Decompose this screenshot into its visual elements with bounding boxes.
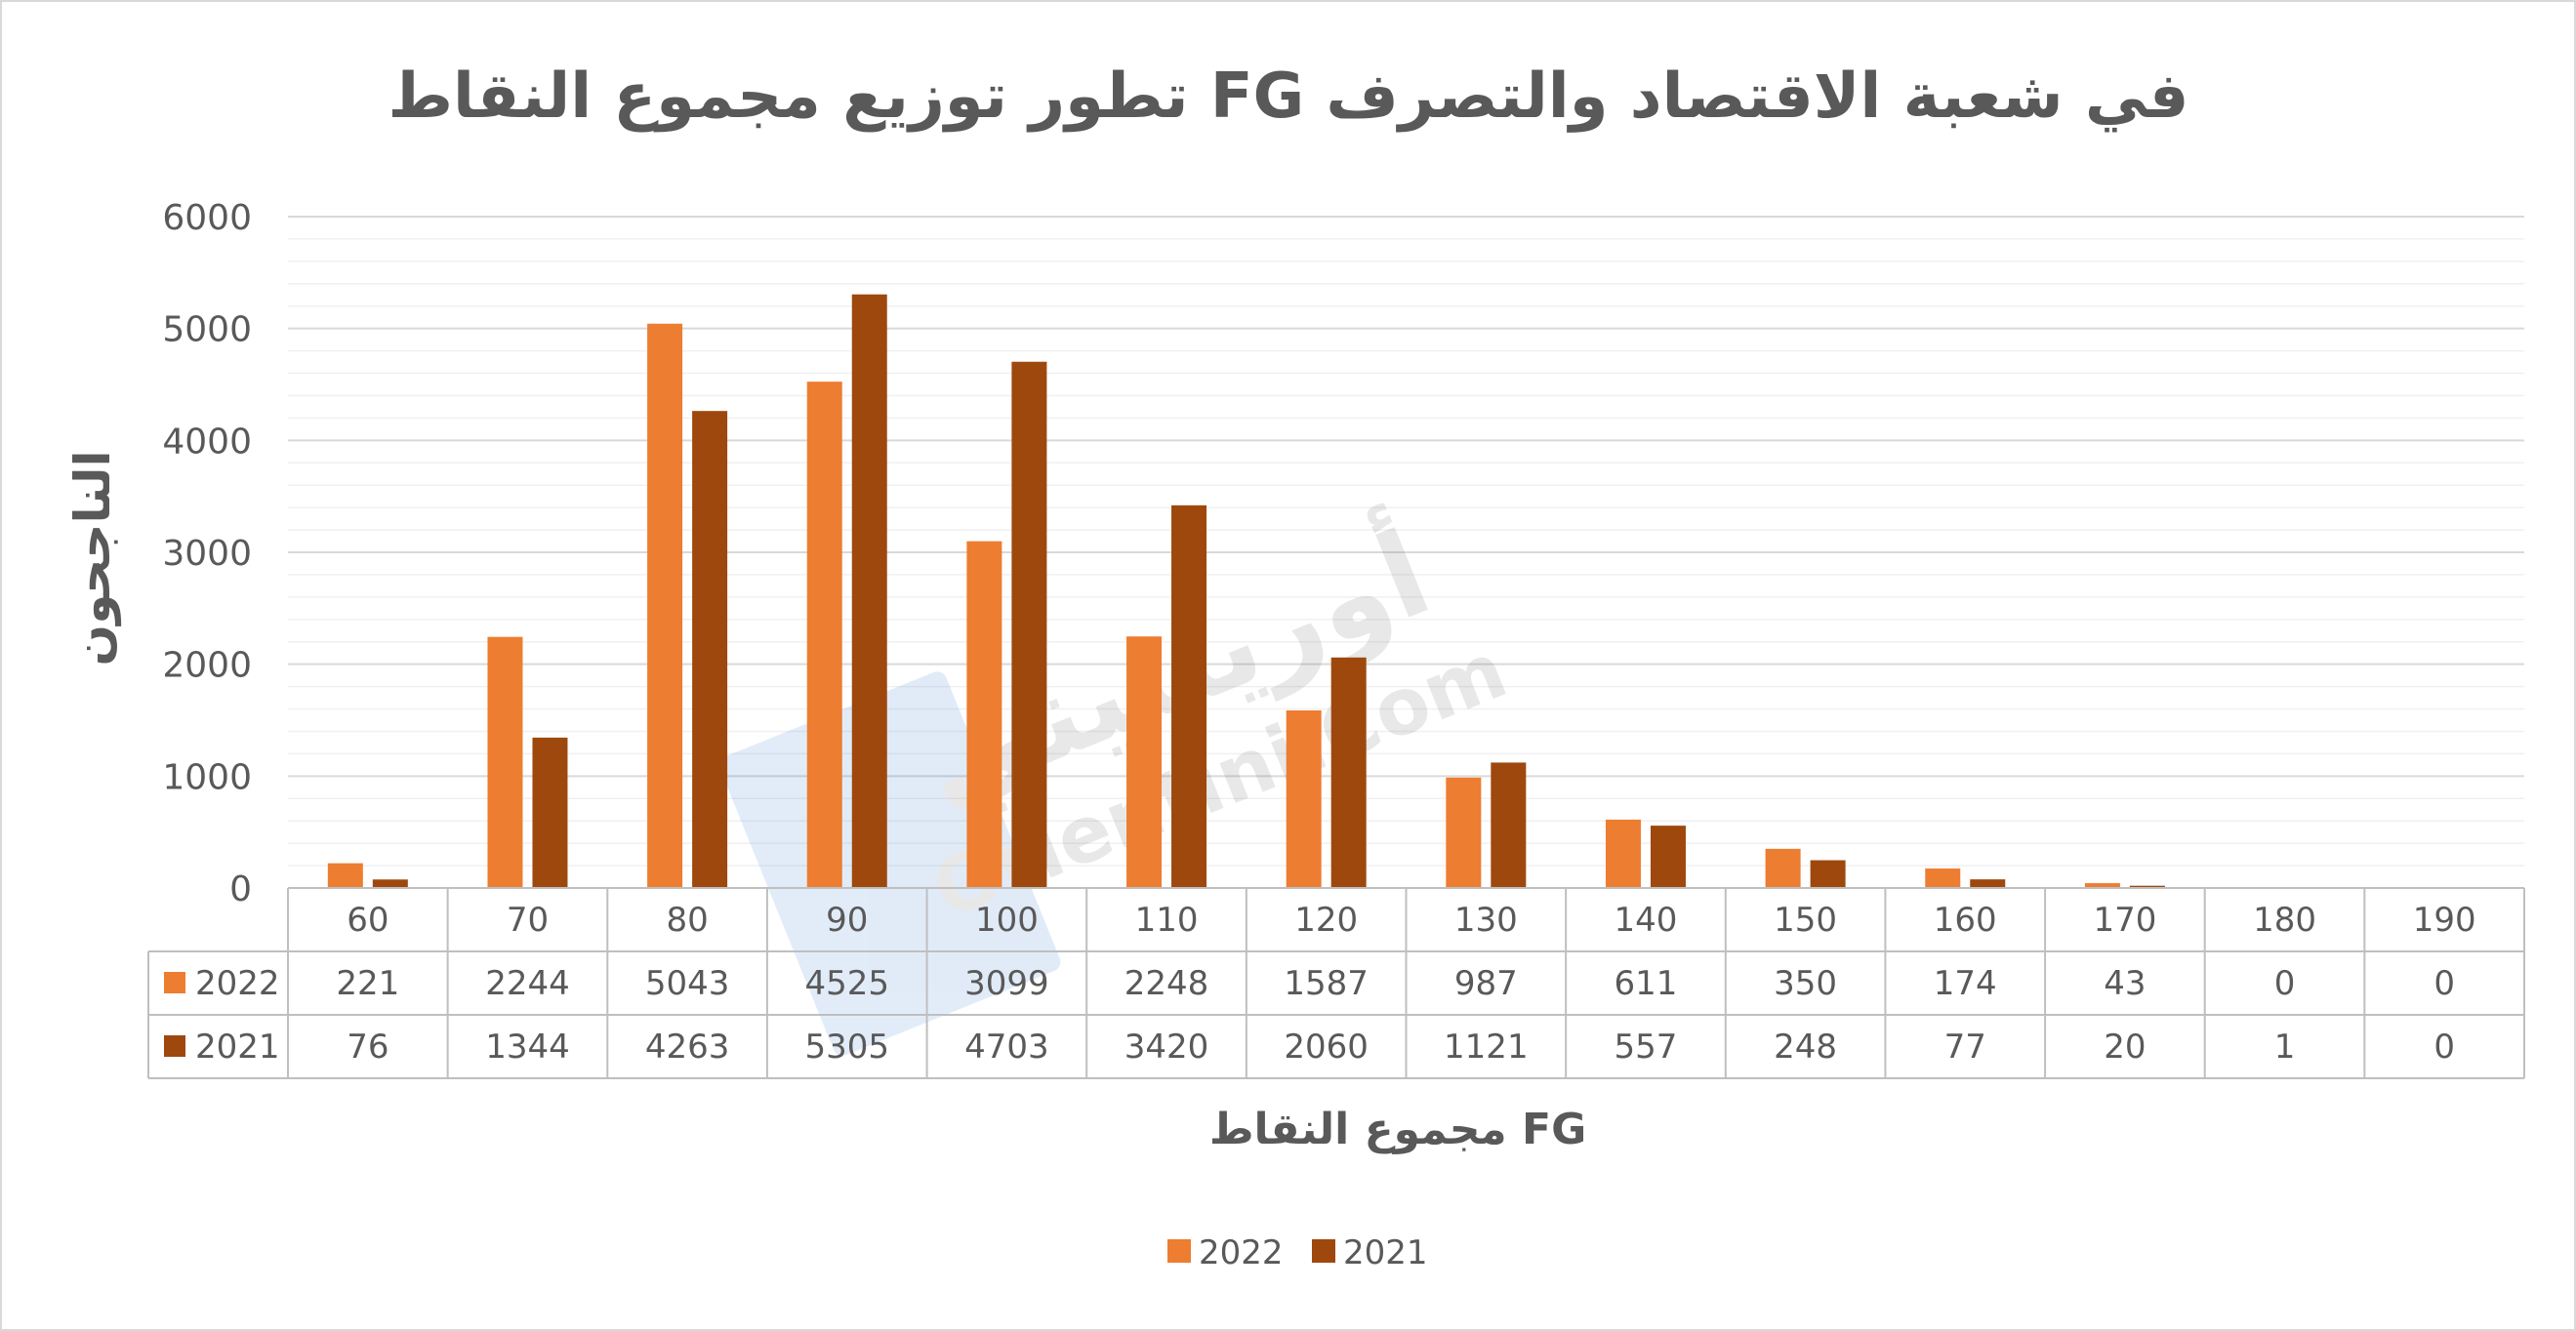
data-label: 611 (1615, 964, 1678, 1003)
data-label: 2248 (1124, 964, 1209, 1003)
x-tick-label: 120 (1294, 901, 1358, 940)
y-tick-label: 6000 (162, 198, 252, 238)
x-tick-label: 150 (1774, 901, 1837, 940)
data-label: 987 (1454, 964, 1518, 1003)
y-tick-label: 0 (229, 869, 252, 909)
x-tick-label: 130 (1454, 901, 1518, 940)
data-label: 43 (2104, 964, 2146, 1003)
y-axis-ticks: 0 1000 2000 3000 4000 5000 6000 (162, 198, 252, 909)
chart-title: تطور توزيع مجموع النقاط FG في شعبة الاقت… (388, 60, 2188, 133)
legend-label: 2022 (1199, 1233, 1284, 1272)
y-tick-label: 3000 (162, 534, 252, 574)
bar-2021-120 (1330, 657, 1367, 888)
bar-2021-100 (1011, 361, 1047, 888)
bar-2022-120 (1286, 710, 1322, 888)
x-tick-label: 90 (826, 901, 868, 940)
legend-key-2022 (1167, 1239, 1191, 1263)
legend: 2022 2021 (1167, 1233, 1428, 1272)
data-label: 76 (347, 1028, 388, 1067)
x-tick-label: 110 (1135, 901, 1199, 940)
bar-2021-130 (1491, 762, 1527, 888)
bar-2022-140 (1605, 819, 1641, 888)
bar-2021-60 (372, 879, 408, 888)
bar-2022-150 (1765, 848, 1801, 888)
data-label: 4703 (964, 1028, 1049, 1067)
y-tick-label: 4000 (162, 422, 252, 462)
bar-2022-70 (487, 636, 523, 888)
y-axis-label: الناجحون (64, 450, 122, 666)
x-axis-label: مجموع النقاط FG (1209, 1105, 1586, 1154)
legend-key-2021 (1312, 1239, 1335, 1263)
data-label: 4525 (804, 964, 889, 1003)
bar-2021-170 (2129, 885, 2165, 888)
data-label: 20 (2104, 1028, 2146, 1067)
legend-label: 2021 (1343, 1233, 1428, 1272)
data-label: 1344 (485, 1028, 570, 1067)
bar-2022-100 (966, 541, 1002, 888)
bar-2021-90 (851, 294, 887, 888)
bar-2021-160 (1970, 879, 2006, 888)
x-tick-label: 80 (666, 901, 708, 940)
bar-2021-110 (1171, 504, 1207, 888)
bar-2021-80 (692, 411, 728, 888)
y-tick-label: 1000 (162, 757, 252, 797)
bar-2021-70 (532, 737, 568, 888)
data-label: 221 (336, 964, 399, 1003)
table-series-name: 2022 (195, 964, 280, 1003)
data-label: 3099 (964, 964, 1049, 1003)
y-tick-label: 5000 (162, 310, 252, 350)
data-label: 2244 (485, 964, 570, 1003)
data-label: 0 (2274, 964, 2296, 1003)
bar-2022-110 (1126, 636, 1163, 888)
x-tick-label: 70 (507, 901, 549, 940)
table-legend-key-2021 (164, 1035, 185, 1057)
table-series-name: 2021 (195, 1028, 280, 1067)
data-label: 0 (2433, 964, 2455, 1003)
data-label: 1587 (1284, 964, 1369, 1003)
bar-2022-170 (2084, 883, 2120, 888)
data-label: 2060 (1284, 1028, 1369, 1067)
bar-2022-130 (1446, 777, 1482, 888)
data-label: 4263 (645, 1028, 730, 1067)
data-label: 77 (1944, 1028, 1986, 1067)
x-tick-label: 140 (1615, 901, 1678, 940)
data-label: 5305 (804, 1028, 889, 1067)
y-tick-label: 2000 (162, 646, 252, 686)
bar-2022-160 (1925, 868, 1961, 888)
bar-2022-90 (806, 382, 842, 889)
bars (327, 294, 2325, 889)
bar-2022-80 (647, 323, 683, 889)
bar-2022-60 (327, 863, 363, 888)
data-label: 5043 (645, 964, 730, 1003)
data-label: 3420 (1124, 1028, 1209, 1067)
data-table: 60 70 80 90 100 110 120 130 140 150 160 170 180 19020… (147, 887, 2525, 1079)
table-legend-key-2022 (164, 972, 185, 993)
x-tick-label: 160 (1934, 901, 1997, 940)
x-tick-label: 180 (2253, 901, 2316, 940)
data-label: 248 (1774, 1028, 1837, 1067)
bar-2021-140 (1650, 826, 1686, 888)
data-label: 557 (1615, 1028, 1678, 1067)
x-tick-label: 190 (2413, 901, 2476, 940)
data-label: 350 (1774, 964, 1837, 1003)
data-label: 174 (1934, 964, 1997, 1003)
bar-2021-150 (1810, 860, 1846, 888)
data-label: 0 (2433, 1028, 2455, 1067)
x-tick-label: 100 (975, 901, 1039, 940)
data-label: 1121 (1444, 1028, 1529, 1067)
x-tick-label: 170 (2093, 901, 2156, 940)
x-tick-label: 60 (347, 901, 388, 940)
data-label: 1 (2274, 1028, 2296, 1067)
